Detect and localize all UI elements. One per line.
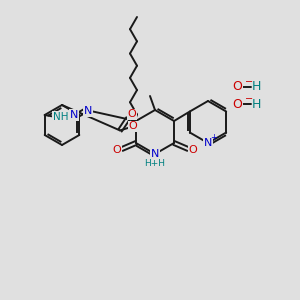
Text: −: − (245, 94, 253, 104)
Text: O: O (112, 145, 121, 155)
Text: N: N (151, 149, 159, 159)
Text: N: N (83, 106, 92, 116)
Text: O: O (232, 80, 242, 94)
Text: NH: NH (53, 112, 68, 122)
Text: N: N (70, 110, 78, 120)
Text: H: H (251, 80, 261, 94)
Text: H: H (251, 98, 261, 110)
Text: −: − (245, 77, 253, 87)
Text: O: O (129, 122, 137, 131)
Text: O: O (189, 145, 197, 155)
Text: O: O (232, 98, 242, 110)
Text: O: O (128, 110, 136, 119)
Text: +: + (211, 134, 218, 142)
Text: N: N (204, 138, 212, 148)
Text: H+H: H+H (145, 158, 166, 167)
